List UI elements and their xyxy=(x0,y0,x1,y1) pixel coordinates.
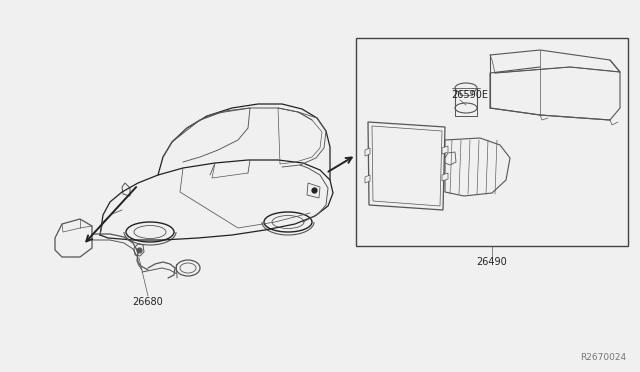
Text: 26680: 26680 xyxy=(132,297,163,307)
Polygon shape xyxy=(372,126,442,206)
Text: R2670024: R2670024 xyxy=(580,353,626,362)
Polygon shape xyxy=(368,122,445,210)
Polygon shape xyxy=(365,175,370,183)
Polygon shape xyxy=(122,183,130,196)
Polygon shape xyxy=(134,244,144,256)
Polygon shape xyxy=(442,146,448,154)
Polygon shape xyxy=(307,183,320,198)
Polygon shape xyxy=(460,90,472,95)
Polygon shape xyxy=(445,138,510,196)
Polygon shape xyxy=(442,173,448,181)
Polygon shape xyxy=(55,219,92,257)
Text: 26590E: 26590E xyxy=(451,90,488,100)
Polygon shape xyxy=(365,148,370,156)
Bar xyxy=(356,38,628,246)
Text: 26490: 26490 xyxy=(477,257,508,267)
